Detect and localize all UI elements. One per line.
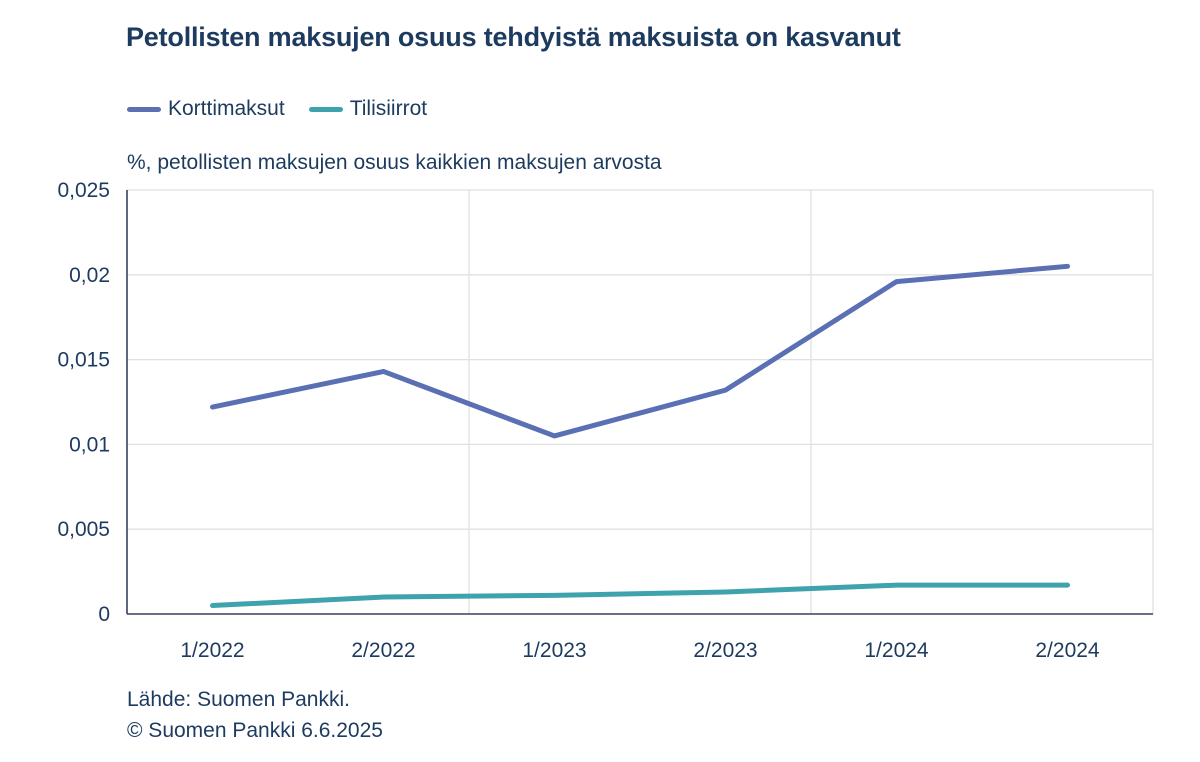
legend-swatch-korttimaksut-icon: [127, 106, 161, 112]
y-axis-title: %, petollisten maksujen osuus kaikkien m…: [127, 151, 662, 174]
y-tick-label: 0: [98, 603, 110, 626]
chart-legend: Korttimaksut Tilisiirrot: [127, 97, 427, 121]
x-tick-label: 1/2023: [522, 639, 586, 662]
chart-title: Petollisten maksujen osuus tehdyistä mak…: [126, 22, 901, 52]
series-line-korttimaksut: [210, 263, 1070, 439]
y-tick-label: 0,015: [57, 349, 110, 372]
source-text: Lähde: Suomen Pankki.: [127, 688, 350, 711]
legend-label-tilisiirrot: Tilisiirrot: [349, 97, 428, 120]
x-tick-label: 1/2024: [864, 639, 929, 662]
y-tick-label: 0,01: [69, 433, 110, 456]
x-tick-label: 2/2023: [693, 639, 757, 662]
y-tick-label: 0,02: [69, 264, 110, 287]
y-tick-label: 0,025: [57, 179, 110, 202]
x-tick-label: 2/2024: [1035, 639, 1100, 662]
series-line-tilisiirrot: [210, 582, 1070, 609]
x-tick-label: 1/2022: [180, 639, 244, 662]
y-tick-label: 0,005: [57, 518, 110, 541]
legend-swatch-tilisiirrot-icon: [308, 106, 343, 112]
copyright-text: © Suomen Pankki 6.6.2025: [127, 719, 383, 742]
legend-item-korttimaksut: Korttimaksut: [127, 97, 285, 121]
chart-footer: Lähde: Suomen Pankki. © Suomen Pankki 6.…: [127, 684, 383, 746]
x-tick-label: 2/2022: [351, 639, 415, 662]
legend-item-tilisiirrot: Tilisiirrot: [308, 97, 428, 121]
legend-label-korttimaksut: Korttimaksut: [168, 97, 285, 120]
